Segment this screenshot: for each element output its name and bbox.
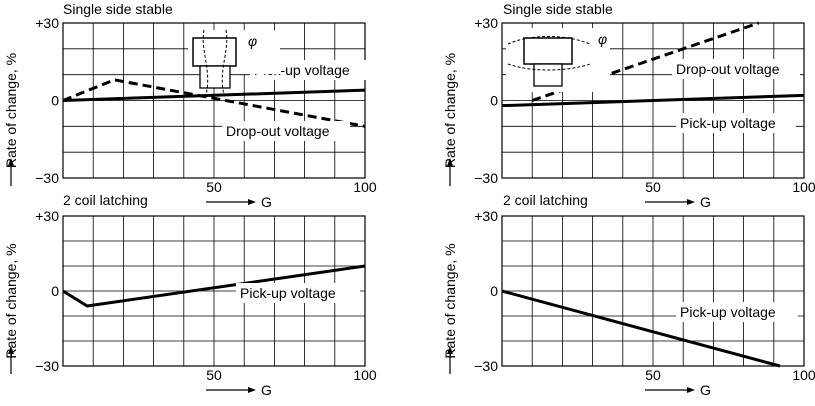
y-tick-label: +30 [474, 15, 498, 31]
x-tick-label: 50 [206, 367, 222, 383]
series-line-drop-out-voltage [62, 78, 366, 128]
y-axis-label: Rate of change, % [3, 243, 19, 358]
series-label-bg [676, 302, 798, 322]
y-axis-arrowhead [8, 346, 14, 354]
relay-base [199, 65, 231, 89]
y-tick-label: −30 [35, 170, 59, 186]
y-axis-label: Rate of change, % [3, 53, 19, 168]
field-line [507, 63, 591, 71]
y-axis-label: Rate of change, % [442, 53, 458, 168]
series-label: Drop-out voltage [676, 61, 780, 77]
y-axis-label: Rate of change, % [442, 243, 458, 358]
y-tick-label: 0 [51, 93, 59, 109]
series-line-pick-up-voltage [62, 264, 366, 308]
x-axis-arrowhead [687, 387, 695, 393]
x-axis-arrowhead [687, 199, 695, 205]
y-tick-label: 0 [490, 93, 498, 109]
field-line [221, 29, 228, 96]
y-tick-label: +30 [35, 208, 59, 224]
x-tick-label: 50 [645, 179, 661, 195]
x-tick-label: 50 [645, 367, 661, 383]
relay-body [192, 37, 237, 67]
chart-title: 2 coil latching [503, 192, 588, 208]
series-label: Drop-out voltage [226, 123, 330, 139]
y-axis-arrowhead [447, 158, 453, 166]
series-label: Pick-up voltage [680, 115, 776, 131]
chart-panel-2: Single side stable +30 0 −30 50 100 G Rate of c… [442, 1, 815, 210]
phi-label: φ [248, 33, 257, 49]
series-line-drop-out-voltage [531, 21, 760, 102]
series-line-pick-up-voltage [501, 93, 805, 108]
series-label: Pick-up voltage [680, 304, 776, 320]
x-axis-label: G [700, 194, 711, 210]
series-line-pick-up-voltage [501, 289, 781, 368]
series-label-bg [222, 121, 350, 141]
field-line [202, 29, 209, 96]
x-axis-arrowhead [248, 199, 256, 205]
x-tick-label: 100 [792, 367, 815, 383]
y-tick-label: +30 [474, 208, 498, 224]
magnet-inset-icon: φ [188, 29, 280, 96]
x-tick-label: 100 [792, 179, 815, 195]
chart-title: Single side stable [503, 1, 613, 17]
x-tick-label: 50 [206, 179, 222, 195]
y-tick-label: 0 [490, 283, 498, 299]
series-label-bg [676, 113, 796, 133]
x-axis-label: G [700, 382, 711, 398]
y-axis-arrowhead [447, 346, 453, 354]
series-label-bg [236, 283, 360, 303]
y-tick-label: −30 [35, 358, 59, 374]
field-line [507, 36, 591, 45]
y-axis-arrowhead [8, 158, 14, 166]
plot-frame [501, 22, 805, 179]
chart-title: Single side stable [63, 1, 173, 17]
y-tick-label: −30 [474, 170, 498, 186]
series-line-pick-up-voltage [62, 88, 366, 102]
y-tick-label: −30 [474, 358, 498, 374]
chart-panel-4: 2 coil latching +30 0 −30 50 100 G Rate of chan… [442, 192, 815, 398]
x-tick-label: 100 [353, 179, 377, 195]
y-tick-label: +30 [35, 15, 59, 31]
series-label-bg [672, 59, 800, 79]
chart-panel-3: 2 coil latching+30 0 −30 50 100 G Rate of chan… [3, 192, 377, 398]
x-tick-label: 100 [353, 367, 377, 383]
x-axis-label: G [261, 194, 272, 210]
relay-body [523, 37, 573, 65]
y-tick-label: 0 [51, 283, 59, 299]
x-axis-arrowhead [248, 387, 256, 393]
magnet-inset-icon: φ [506, 28, 610, 92]
phi-label: φ [598, 31, 607, 47]
relay-base [533, 63, 563, 87]
chart-title: 2 coil latching [63, 192, 148, 208]
series-label: Pick-up voltage [240, 285, 336, 301]
chart-panel-1: Single side stable+30 0 −30 50 100 G Rate of c… [3, 1, 377, 210]
x-axis-label: G [261, 382, 272, 398]
